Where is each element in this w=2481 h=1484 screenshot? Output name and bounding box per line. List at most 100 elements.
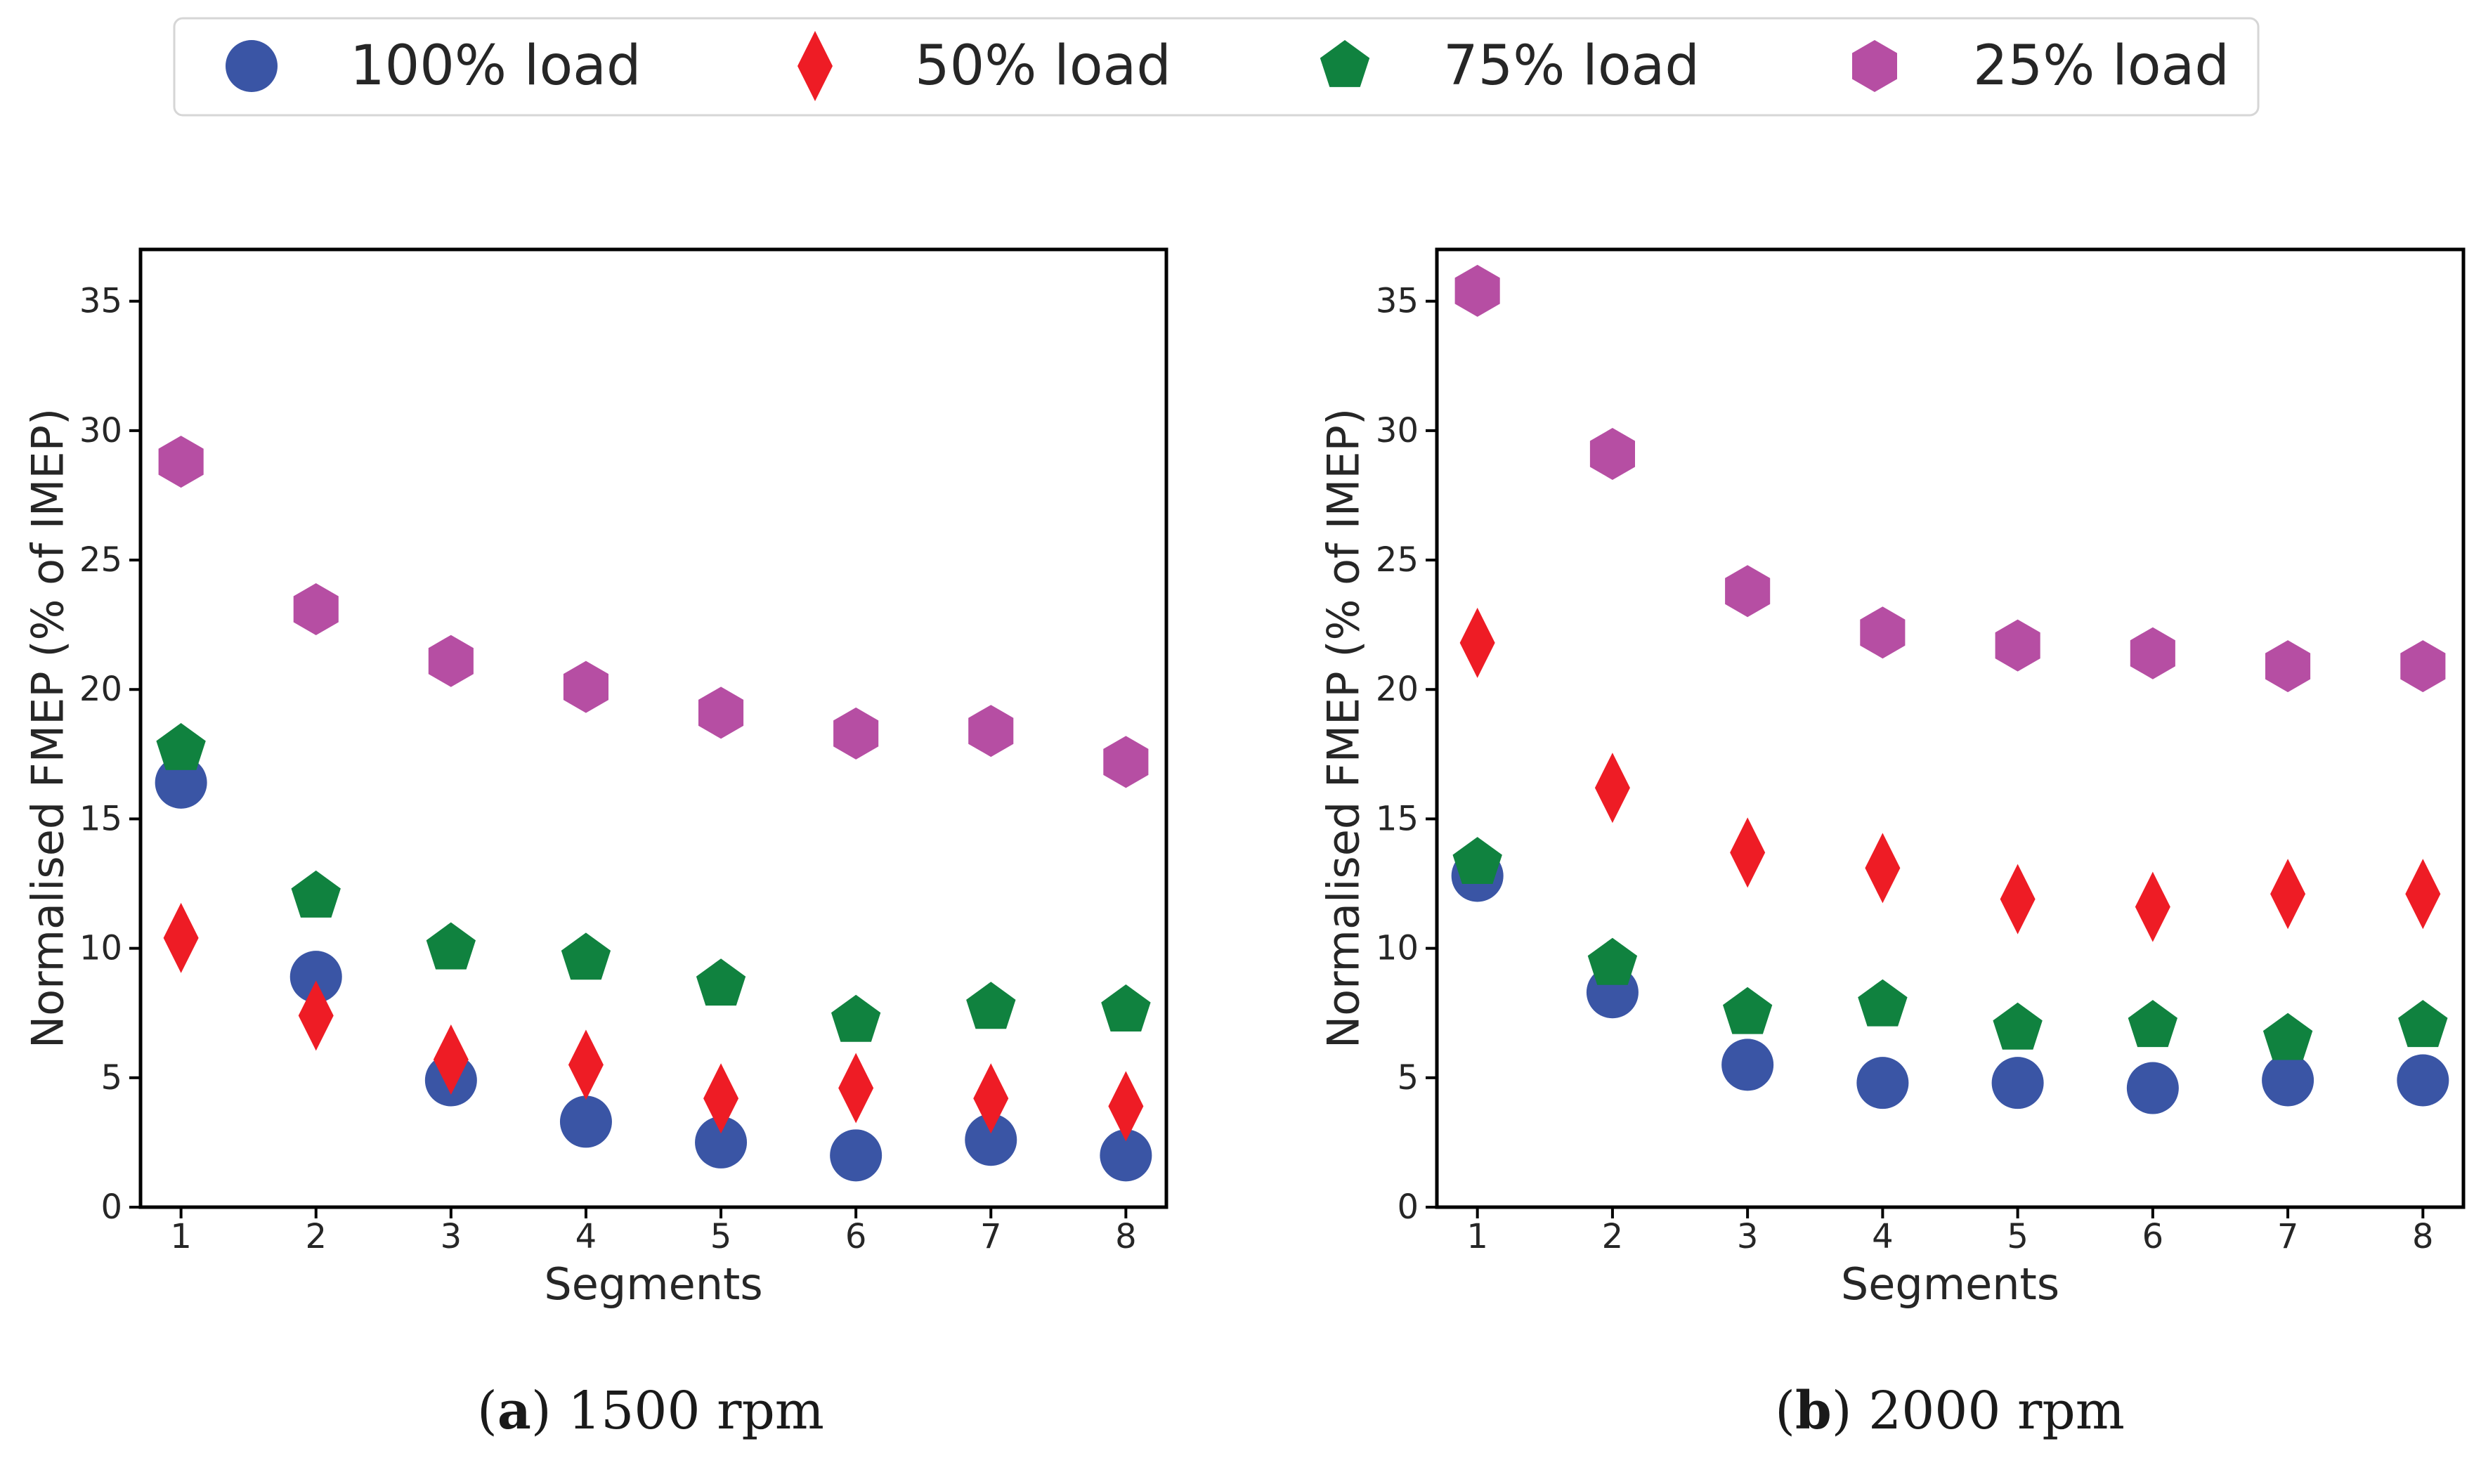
panel-b-point-25pct-load-seg2 xyxy=(1589,428,1635,480)
panel-b-ytick-label: 0 xyxy=(1397,1187,1419,1227)
panel-b-point-100pct-load-seg8 xyxy=(2397,1054,2449,1107)
panel-a-point-75pct-load-seg7 xyxy=(966,982,1016,1029)
panel-a-point-100pct-load-seg4 xyxy=(559,1095,612,1148)
panel-a-ytick-label: 35 xyxy=(79,282,122,321)
panel-a-x-axis-label: Segments xyxy=(544,1258,762,1310)
panel-a-point-25pct-load-seg2 xyxy=(293,583,339,635)
panel-a-point-100pct-load-seg2 xyxy=(289,951,342,1003)
panel-a-point-100pct-load-seg8 xyxy=(1100,1129,1152,1182)
panel-b-plot-area xyxy=(1435,247,2466,1209)
panel-b-ytick-label: 5 xyxy=(1397,1058,1419,1098)
panel-b-point-25pct-load-seg1 xyxy=(1454,264,1500,317)
panel-b-x-axis-label: Segments xyxy=(1841,1258,2059,1310)
panel-a-ytick-label: 0 xyxy=(100,1187,122,1227)
panel-b-point-25pct-load-seg8 xyxy=(2400,640,2446,693)
legend-frame xyxy=(173,17,2260,117)
panel-a-point-25pct-load-seg8 xyxy=(1103,736,1149,788)
panel-a-point-100pct-load-seg6 xyxy=(830,1129,883,1182)
panel-a-point-50pct-load-seg3 xyxy=(433,1024,469,1095)
panel-b-ytick-label: 30 xyxy=(1376,411,1419,450)
panel-a-point-25pct-load-seg6 xyxy=(833,707,879,760)
panel-a-xtick-label: 5 xyxy=(710,1217,732,1256)
panel-b-point-100pct-load-seg7 xyxy=(2262,1054,2314,1107)
panel-a-point-25pct-load-seg5 xyxy=(698,686,744,739)
panel-b-point-75pct-load-seg8 xyxy=(2398,1000,2448,1048)
panel-a-point-50pct-load-seg6 xyxy=(838,1053,874,1124)
legend: 100% load 50% load 75% load 25% load xyxy=(173,17,2260,117)
panel-b-point-75pct-load-seg7 xyxy=(2262,1013,2313,1060)
panel-b-point-100pct-load-seg4 xyxy=(1856,1057,1909,1109)
panel-b-point-25pct-load-seg7 xyxy=(2265,640,2311,693)
panel-b-ytick-label: 25 xyxy=(1376,540,1419,580)
panel-a-point-75pct-load-seg3 xyxy=(426,922,476,970)
legend-marker-25pct-load xyxy=(1852,40,1897,92)
panel-b-ytick-label: 10 xyxy=(1376,929,1419,968)
panel-b-point-25pct-load-seg3 xyxy=(1725,565,1771,618)
panel-a-point-50pct-load-seg2 xyxy=(298,980,334,1051)
panel-a-point-75pct-load-seg6 xyxy=(831,994,881,1042)
panel-b-xtick-label: 4 xyxy=(1872,1217,1894,1256)
panel-b-point-100pct-load-seg6 xyxy=(2126,1062,2179,1114)
panel-a-ytick-label: 10 xyxy=(79,929,122,968)
panel-a-point-25pct-load-seg3 xyxy=(428,634,474,687)
legend-label-75pct-load: 75% load xyxy=(1443,34,1700,98)
panel-a-point-25pct-load-seg1 xyxy=(158,436,204,488)
panel-b-point-50pct-load-seg4 xyxy=(1865,833,1901,904)
panel-b-point-75pct-load-seg1 xyxy=(1452,837,1502,884)
panel-a-point-50pct-load-seg7 xyxy=(973,1063,1009,1134)
panel-a-point-75pct-load-seg1 xyxy=(156,723,206,770)
panel-b-point-25pct-load-seg5 xyxy=(1995,619,2040,672)
panel-b-caption: (b) 2000 rpm xyxy=(1775,1381,2125,1441)
panel-b-point-100pct-load-seg5 xyxy=(1991,1057,2044,1109)
panel-b-point-50pct-load-seg7 xyxy=(2270,859,2306,930)
panel-b-xtick-label: 2 xyxy=(1602,1217,1624,1256)
panel-a-point-50pct-load-seg1 xyxy=(163,902,199,973)
panel-a-point-100pct-load-seg7 xyxy=(965,1114,1017,1166)
legend-label-25pct-load: 25% load xyxy=(1973,34,2229,98)
panel-a-xtick-label: 8 xyxy=(1115,1217,1137,1256)
panel-b-point-50pct-load-seg3 xyxy=(1730,817,1766,888)
panel-a-point-75pct-load-seg2 xyxy=(291,870,341,918)
panel-b-xtick-label: 5 xyxy=(2007,1217,2029,1256)
panel-a-point-50pct-load-seg8 xyxy=(1108,1071,1144,1142)
panel-a-point-25pct-load-seg7 xyxy=(968,705,1014,757)
panel-a-ytick-label: 30 xyxy=(79,411,122,450)
panel-a-xtick-label: 2 xyxy=(305,1217,327,1256)
panel-a-point-75pct-load-seg8 xyxy=(1101,984,1151,1031)
panel-a-xtick-label: 7 xyxy=(980,1217,1002,1256)
panel-b-2000-rpm: 0 5 10 15 20 25 30 35 1 2 3 4 5 6 7 8 Segments Normalised… xyxy=(1318,247,2466,1441)
panel-b-y-axis-label: Normalised FMEP (% of IMEP) xyxy=(1318,408,1369,1048)
panel-a-point-50pct-load-seg5 xyxy=(703,1063,739,1134)
panel-a-point-75pct-load-seg4 xyxy=(561,932,611,980)
legend-marker-50pct-load xyxy=(797,31,833,101)
panel-a-point-75pct-load-seg5 xyxy=(696,958,746,1006)
legend-label-100pct-load: 100% load xyxy=(350,34,642,98)
panel-a-ytick-label: 25 xyxy=(79,540,122,580)
panel-a-1500-rpm: 0 5 10 15 20 25 30 35 1 2 3 4 5 6 7 8 Segments Normalised… xyxy=(22,247,1168,1441)
panel-a-ytick-label: 20 xyxy=(79,670,122,709)
panel-a-caption: (a) 1500 rpm xyxy=(477,1381,824,1441)
panel-b-point-75pct-load-seg3 xyxy=(1723,987,1773,1034)
legend-label-50pct-load: 50% load xyxy=(915,34,1171,98)
panel-b-point-50pct-load-seg8 xyxy=(2405,859,2441,930)
panel-b-xtick-label: 8 xyxy=(2412,1217,2434,1256)
panel-a-y-axis-label: Normalised FMEP (% of IMEP) xyxy=(22,408,74,1048)
panel-a-point-100pct-load-seg5 xyxy=(695,1116,748,1169)
panel-b-point-25pct-load-seg6 xyxy=(2130,627,2175,679)
panel-b-point-25pct-load-seg4 xyxy=(1860,606,1906,659)
panel-b-xtick-label: 7 xyxy=(2277,1217,2299,1256)
panel-b-xtick-label: 1 xyxy=(1466,1217,1488,1256)
panel-a-ytick-label: 15 xyxy=(79,799,122,838)
panel-a-point-25pct-load-seg4 xyxy=(563,660,608,713)
panel-b-point-50pct-load-seg5 xyxy=(2000,864,2036,935)
panel-a-ytick-label: 5 xyxy=(100,1058,122,1098)
legend-marker-100pct-load xyxy=(226,40,278,92)
panel-b-xtick-label: 3 xyxy=(1737,1217,1759,1256)
panel-a-xtick-label: 6 xyxy=(845,1217,867,1256)
panel-b-ytick-label: 15 xyxy=(1376,799,1419,838)
panel-b-point-75pct-load-seg2 xyxy=(1587,937,1638,985)
panel-b-point-50pct-load-seg6 xyxy=(2135,871,2170,942)
panel-b-point-75pct-load-seg5 xyxy=(1993,1002,2043,1050)
panel-b-ytick-label: 20 xyxy=(1376,670,1419,709)
